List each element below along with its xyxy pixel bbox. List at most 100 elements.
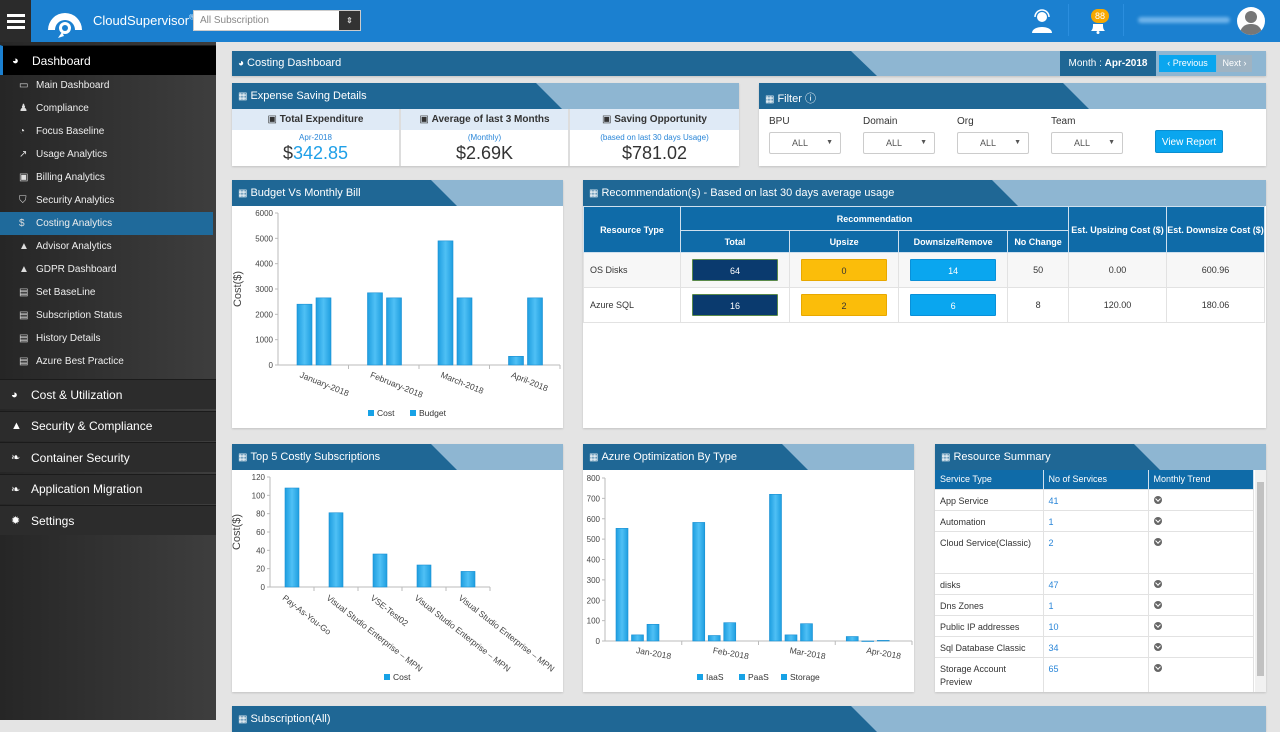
service-count-link[interactable]: 34 <box>1043 635 1149 657</box>
table-row: OS Disks 64 0 14 50 0.00 600.96 <box>583 252 1265 288</box>
sidebar-dashboard[interactable]: ◕ Dashboard <box>0 45 216 75</box>
sidebar-item-usage-analytics[interactable]: ↗ Usage Analytics <box>0 143 213 166</box>
sidebar-item-advisor-analytics[interactable]: ▲ Advisor Analytics <box>0 235 213 258</box>
chevron-down-circle-icon[interactable] <box>1153 621 1162 630</box>
menu-item-icon: ▤ <box>19 310 29 321</box>
sidebar-item-billing-analytics[interactable]: ▣ Billing Analytics <box>0 166 213 189</box>
view-report-button[interactable]: View Report <box>1155 130 1223 153</box>
legend-label: PaaS <box>748 672 769 682</box>
table-row: Automation 1 <box>935 509 1254 531</box>
filter-select-domain[interactable]: ALL ▼ <box>863 132 935 154</box>
total-count-button[interactable]: 16 <box>692 294 779 316</box>
col-no-services: No of Services <box>1043 470 1149 489</box>
filter-select-bpu[interactable]: ALL ▼ <box>769 132 841 154</box>
upsize-count-button[interactable]: 2 <box>801 294 888 316</box>
chevron-down-circle-icon[interactable] <box>1153 600 1162 609</box>
service-count-link[interactable]: 47 <box>1043 572 1149 594</box>
table-row: Cloud Service(Classic) 2 <box>935 530 1254 573</box>
scrollbar[interactable] <box>1255 470 1266 692</box>
sidebar-section-cost-utilization[interactable]: ◕ Cost & Utilization <box>0 379 216 409</box>
legend-swatch <box>384 674 390 680</box>
resource-summary-table: Service Type No of Services Monthly Trend … <box>935 470 1254 692</box>
panel-title: ▦ Expense Saving Details <box>238 90 367 102</box>
menu-item-icon: ▤ <box>19 356 29 367</box>
sidebar-item-focus-baseline[interactable]: ◔ Focus Baseline <box>0 120 213 143</box>
menu-item-icon: ▤ <box>19 333 29 344</box>
money-icon: ▣ <box>267 114 280 125</box>
subscription-select[interactable]: All Subscription ⇕ <box>193 10 361 31</box>
sidebar-section-security-compliance[interactable]: ▲ Security & Compliance <box>0 410 216 441</box>
menu-item-icon: ▲ <box>19 264 29 275</box>
chevron-down-circle-icon[interactable] <box>1153 663 1162 672</box>
service-count-link[interactable]: 1 <box>1043 509 1149 531</box>
cloudsupervisor-logo <box>48 13 82 38</box>
chevron-down-circle-icon[interactable] <box>1153 516 1162 525</box>
filter-select-org[interactable]: ALL ▼ <box>957 132 1029 154</box>
sidebar-item-main-dashboard[interactable]: ▭ Main Dashboard <box>0 74 213 97</box>
notification-badge[interactable]: 88 <box>1091 9 1110 23</box>
y-tick-label: 300 <box>587 576 601 585</box>
sidebar-item-set-baseline[interactable]: ▤ Set BaseLine <box>0 281 213 304</box>
chevron-down-circle-icon[interactable] <box>1153 495 1162 504</box>
support-agent-icon[interactable] <box>1031 9 1053 33</box>
divider <box>1068 4 1069 36</box>
sidebar: ◕ Dashboard ▭ Main Dashboard ♟ Compliance ◔ Fo… <box>0 42 216 720</box>
service-type-cell: Public IP addresses <box>935 614 1044 636</box>
resource-type-cell: OS Disks <box>583 252 681 288</box>
bar-paas-1 <box>707 635 721 642</box>
sidebar-item-history-details[interactable]: ▤ History Details <box>0 327 213 350</box>
sidebar-item-costing-analytics[interactable]: $ Costing Analytics <box>0 212 213 235</box>
chevron-down-circle-icon[interactable] <box>1153 642 1162 651</box>
upsize-count-button[interactable]: 0 <box>801 259 888 281</box>
brand-text: CloudSupervisor <box>93 13 190 28</box>
table-row: Storage Account Preview 65 <box>935 656 1254 692</box>
costing-dashboard-title: ◕ Costing Dashboard <box>238 57 342 69</box>
sidebar-item-azure-best-practice[interactable]: ▤ Azure Best Practice <box>0 350 213 373</box>
col-upsize: Upsize <box>789 230 900 253</box>
sidebar-item-gdpr-dashboard[interactable]: ▲ GDPR Dashboard <box>0 258 213 281</box>
scrollbar-thumb[interactable] <box>1257 482 1264 676</box>
service-count-link[interactable]: 41 <box>1043 488 1149 510</box>
service-count-link[interactable]: 2 <box>1043 530 1149 573</box>
legend-swatch <box>781 674 787 680</box>
next-button[interactable]: Next › <box>1217 55 1252 72</box>
hamburger-menu-icon[interactable] <box>0 0 31 42</box>
service-count-link[interactable]: 10 <box>1043 614 1149 636</box>
service-type-cell: disks <box>935 572 1044 594</box>
trend-cell <box>1148 509 1254 531</box>
filter-select-team[interactable]: ALL ▼ <box>1051 132 1123 154</box>
bar-storage-2 <box>800 623 813 642</box>
sidebar-section-settings[interactable]: ✹ Settings <box>0 505 216 535</box>
info-icon[interactable]: ⓘ <box>804 93 816 105</box>
sidebar-item-label: History Details <box>36 333 101 344</box>
avatar[interactable] <box>1237 7 1265 35</box>
downsize-count-button[interactable]: 14 <box>910 259 997 281</box>
user-email-blurred[interactable] <box>1138 17 1230 23</box>
bar-iaas-3 <box>845 636 859 642</box>
recommendation-panel: ▦ Recommendation(s) - Based on last 30 da… <box>583 180 1266 428</box>
down-cost-cell: 600.96 <box>1166 252 1265 288</box>
bar-cost-1 <box>367 292 383 366</box>
sidebar-item-security-analytics[interactable]: ⛉ Security Analytics <box>0 189 213 212</box>
service-count-link[interactable]: 1 <box>1043 593 1149 615</box>
legend-label: Budget <box>419 408 447 418</box>
total-count-button[interactable]: 64 <box>692 259 779 281</box>
chevron-down-circle-icon[interactable] <box>1153 537 1162 546</box>
sidebar-section-application-migration[interactable]: ❧ Application Migration <box>0 473 216 504</box>
section-icon: ❧ <box>11 483 21 496</box>
service-count-link[interactable]: 65 <box>1043 656 1149 692</box>
section-icon: ◕ <box>11 388 18 401</box>
sidebar-item-label: Compliance <box>36 103 89 114</box>
downsize-count-button[interactable]: 6 <box>910 294 997 316</box>
bar-storage-3 <box>876 640 890 642</box>
sidebar-item-compliance[interactable]: ♟ Compliance <box>0 97 213 120</box>
filter-label: BPU <box>769 116 790 127</box>
chevron-down-circle-icon[interactable] <box>1153 579 1162 588</box>
grid-icon: ▦ <box>765 94 775 105</box>
sidebar-section-container-security[interactable]: ❧ Container Security <box>0 442 216 472</box>
y-tick-label: 2000 <box>255 310 273 319</box>
sidebar-item-subscription-status[interactable]: ▤ Subscription Status <box>0 304 213 327</box>
sidebar-item-label: Set BaseLine <box>36 287 96 298</box>
bell-icon[interactable] <box>1088 18 1108 34</box>
previous-button[interactable]: ‹ Previous <box>1159 55 1216 72</box>
